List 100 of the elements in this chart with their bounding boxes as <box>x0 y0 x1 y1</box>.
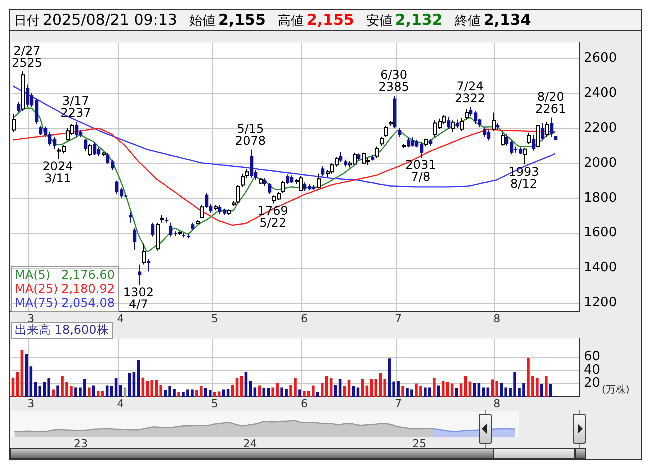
bar <box>218 392 221 397</box>
bar <box>222 390 226 397</box>
candlestick <box>470 106 473 117</box>
candlestick <box>340 152 343 164</box>
text: 始値 2,155 <box>189 11 266 29</box>
bar <box>473 383 476 397</box>
candlestick <box>54 136 57 150</box>
candlestick <box>420 142 424 158</box>
candlestick <box>268 183 272 195</box>
bar <box>88 388 91 397</box>
candlestick <box>138 264 142 286</box>
candlestick <box>408 138 411 148</box>
candlestick <box>448 116 451 130</box>
bar <box>114 378 118 397</box>
candlestick <box>550 117 554 138</box>
bar <box>226 389 230 397</box>
candlestick <box>506 134 509 146</box>
y-tick-label: 2400 <box>584 86 618 101</box>
bar <box>325 376 328 397</box>
x-tick-label: 8 <box>494 312 501 326</box>
y-tick-label: 60 <box>584 350 601 365</box>
candlestick <box>134 228 137 250</box>
candlestick <box>488 130 491 142</box>
text: MA(25) 2,180.92 <box>15 282 115 296</box>
bar <box>446 382 450 397</box>
bar <box>433 378 436 397</box>
bar <box>16 372 20 397</box>
bar <box>231 385 234 397</box>
bar <box>442 381 445 397</box>
annotation: 8/20 2261 <box>536 90 566 116</box>
annotation: 2031 7/8 <box>406 158 436 184</box>
bar <box>128 373 132 397</box>
candlestick <box>412 136 415 148</box>
annotation: 6/30 2385 <box>378 68 410 94</box>
y-tick-label: 2000 <box>584 156 618 171</box>
bar <box>402 386 404 397</box>
candlestick <box>484 127 487 138</box>
candlestick <box>286 174 290 185</box>
candlestick <box>36 98 39 125</box>
bar <box>348 380 351 397</box>
candlestick <box>250 149 254 179</box>
bar <box>316 392 320 397</box>
annotation: 1302 4/7 <box>123 286 154 312</box>
x-tick-label: 6 <box>300 312 308 326</box>
bar <box>370 379 374 397</box>
bar <box>254 388 257 397</box>
y-tick-label: 1400 <box>584 260 618 276</box>
candlestick <box>94 142 97 156</box>
bar <box>240 376 244 397</box>
bar <box>92 386 96 397</box>
bar <box>236 378 239 397</box>
bar <box>540 384 544 397</box>
text: 高値 2,155 <box>278 11 354 29</box>
bar <box>150 380 154 397</box>
bar <box>491 380 494 397</box>
bar <box>298 390 302 397</box>
annotation: 7/24 2322 <box>454 79 486 106</box>
x-tick-label: 6 <box>300 397 308 410</box>
x-tick-label: 8 <box>494 397 501 410</box>
candlestick <box>84 138 88 152</box>
text: 終値 2,134 <box>454 11 532 29</box>
bar <box>334 385 338 397</box>
bar <box>178 392 180 397</box>
x-tick-label: 23 <box>74 437 88 450</box>
chart-title: 日付 2025/08/21 09:13 <box>14 11 178 29</box>
candlestick <box>26 84 30 108</box>
x-tick-label: 7 <box>395 397 402 410</box>
candlestick <box>18 102 21 114</box>
candlestick <box>510 140 514 156</box>
x-tick-label: 5 <box>211 397 218 410</box>
candlestick <box>76 121 79 138</box>
y-tick-label: 1800 <box>584 190 618 206</box>
bar <box>249 381 252 397</box>
bar <box>482 388 486 397</box>
bar <box>25 354 28 397</box>
bar <box>38 386 42 397</box>
annotation: 2024 3/11 <box>42 159 74 186</box>
y-tick-label: 1600 <box>584 226 618 241</box>
bar <box>549 384 552 397</box>
candlestick <box>542 122 545 142</box>
candlestick <box>130 212 133 224</box>
text: 安値 2,132 <box>366 11 443 29</box>
bar <box>330 378 333 397</box>
bar <box>132 372 136 397</box>
x-tick-label: 24 <box>243 437 258 450</box>
bar <box>338 379 342 397</box>
bar <box>478 383 481 397</box>
text: MA(5) 2,176.60 <box>15 268 115 282</box>
bar <box>437 386 440 397</box>
candlestick <box>40 125 43 136</box>
chart-title: 出来高 18,600株 <box>11 322 113 339</box>
bar <box>124 388 127 397</box>
bar <box>146 381 150 397</box>
bar <box>101 391 104 397</box>
y-tick-label: 1200 <box>584 296 618 311</box>
x-tick-label: 3 <box>28 397 35 410</box>
y-tick-label: 20 <box>584 376 601 392</box>
bar <box>56 386 60 397</box>
candlestick <box>152 222 155 238</box>
candlestick <box>120 187 124 199</box>
